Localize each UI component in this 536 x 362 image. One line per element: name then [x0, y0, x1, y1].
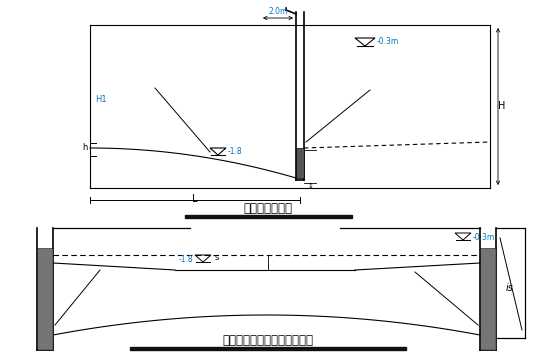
Bar [130, 346, 406, 350]
Text: L: L [192, 194, 198, 204]
Text: s: s [215, 253, 219, 262]
Text: -1.8: -1.8 [178, 254, 193, 264]
Text: -0.3m: -0.3m [377, 38, 399, 46]
Text: H: H [498, 101, 505, 111]
Text: 2.0m: 2.0m [269, 7, 288, 16]
Bar [185, 215, 352, 218]
Text: is: is [506, 283, 514, 293]
Bar [480, 248, 496, 350]
Text: -1.8: -1.8 [228, 147, 243, 156]
Bar [296, 148, 304, 178]
Text: ↕: ↕ [308, 183, 314, 189]
Text: 井点管埋设深度: 井点管埋设深度 [243, 202, 293, 215]
Text: -0.3m: -0.3m [473, 232, 495, 241]
Bar [37, 248, 53, 350]
Text: 承压水完整井涌水量计算简图: 承压水完整井涌水量计算简图 [222, 333, 314, 346]
Text: h: h [83, 143, 88, 152]
Text: H1: H1 [95, 96, 107, 105]
